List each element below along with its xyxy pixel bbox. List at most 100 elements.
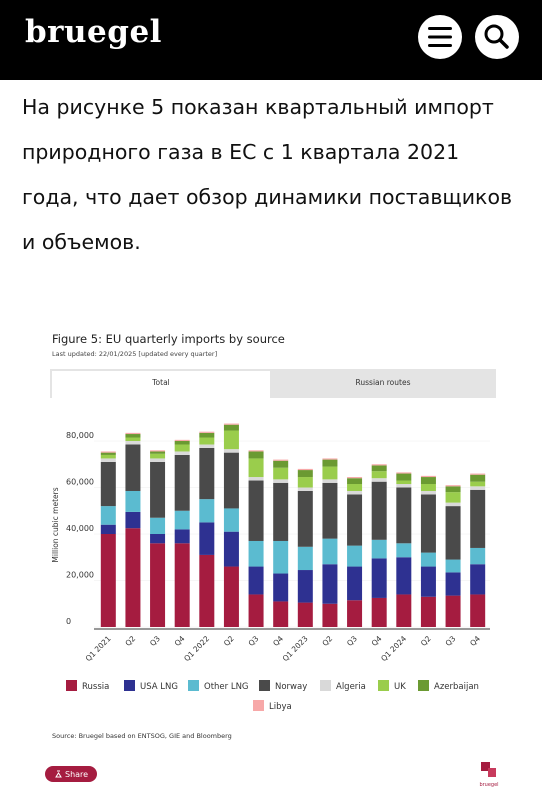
y-axis-label: Million cubic meters bbox=[51, 487, 60, 562]
legend-swatch bbox=[66, 680, 77, 691]
bar-segment bbox=[223, 508, 239, 532]
legend: Russia USA LNG Other LNG Norway Algeria UK Aze… bbox=[66, 680, 479, 712]
bar-segment bbox=[273, 601, 289, 627]
bar-segment bbox=[396, 472, 412, 474]
y-tick-label: 20,000 bbox=[66, 571, 94, 580]
bar-segment bbox=[445, 492, 461, 503]
bar-segment bbox=[174, 441, 190, 445]
y-tick-label: 40,000 bbox=[66, 524, 94, 533]
x-tick-label: Q3 bbox=[148, 634, 162, 648]
x-tick-label: Q4 bbox=[271, 634, 285, 648]
bar-segment bbox=[371, 481, 387, 540]
bar-segment bbox=[470, 564, 486, 595]
bar-segment bbox=[223, 566, 239, 627]
bar-segment bbox=[174, 444, 190, 452]
small-logo-text: bruegel bbox=[479, 782, 498, 788]
legend-label: Other LNG bbox=[204, 682, 249, 692]
legend-swatch bbox=[320, 680, 331, 691]
bar-segment bbox=[470, 473, 486, 475]
x-tick-label: Q4 bbox=[468, 634, 482, 648]
menu-button[interactable] bbox=[418, 15, 462, 59]
bar-segment bbox=[347, 478, 363, 485]
bar-segment bbox=[248, 566, 264, 595]
tab[interactable]: Total bbox=[151, 378, 170, 387]
search-button[interactable] bbox=[475, 15, 519, 59]
bar-segment bbox=[347, 494, 363, 546]
bar-segment bbox=[273, 540, 289, 574]
bar-segment bbox=[297, 602, 313, 627]
bar-segment bbox=[248, 594, 264, 627]
bar-segment bbox=[297, 487, 313, 491]
bar-segment bbox=[150, 543, 166, 627]
bar-segment bbox=[125, 528, 141, 627]
bar-segment bbox=[125, 511, 141, 529]
x-tick-label: Q3 bbox=[444, 634, 458, 648]
share-label[interactable]: Share bbox=[65, 770, 88, 779]
bar-segment bbox=[322, 482, 338, 539]
source: Source: Bruegel based on ENTSOG, GIE and… bbox=[52, 732, 232, 740]
bar-segment bbox=[420, 490, 436, 495]
bar-segment bbox=[223, 423, 239, 425]
legend-swatch bbox=[188, 680, 199, 691]
share-button[interactable]: Share bbox=[45, 766, 97, 782]
bar-segment bbox=[371, 465, 387, 472]
bar-segment bbox=[420, 475, 436, 478]
y-tick-label: 80,000 bbox=[66, 431, 94, 440]
bar-segment bbox=[347, 484, 363, 491]
legend-swatch bbox=[124, 680, 135, 691]
bar-segment bbox=[199, 432, 215, 438]
bar-segment bbox=[347, 566, 363, 601]
bar-segment bbox=[174, 451, 190, 455]
bar-segment bbox=[420, 566, 436, 597]
tab-active[interactable] bbox=[52, 371, 270, 398]
bar-segment bbox=[174, 454, 190, 511]
y-tick-label: 0 bbox=[66, 617, 71, 626]
bar-segment bbox=[470, 474, 486, 482]
bar-segment bbox=[396, 484, 412, 488]
bar-segment bbox=[445, 486, 461, 493]
bar-segment bbox=[297, 546, 313, 571]
tab[interactable]: Russian routes bbox=[356, 378, 411, 387]
legend-label: Algeria bbox=[336, 682, 366, 692]
bar-segment bbox=[445, 572, 461, 596]
bar-segment bbox=[322, 479, 338, 483]
bar-segment bbox=[420, 552, 436, 567]
bar-segment bbox=[445, 559, 461, 573]
bar-segment bbox=[125, 441, 141, 445]
bar-segment bbox=[100, 461, 116, 507]
x-tick-label: Q1 2022 bbox=[182, 634, 211, 663]
legend-label: Libya bbox=[269, 702, 292, 712]
bar-segment bbox=[371, 464, 387, 466]
bar-segment bbox=[273, 460, 289, 468]
bar-segment bbox=[100, 454, 116, 459]
bar-segment bbox=[174, 529, 190, 544]
bar-segment bbox=[322, 538, 338, 565]
x-tick-label: Q4 bbox=[370, 634, 384, 648]
bar-segment bbox=[322, 458, 338, 460]
bar-segment bbox=[150, 461, 166, 518]
bar-segment bbox=[223, 449, 239, 453]
bar-segment bbox=[125, 434, 141, 438]
bar-segment bbox=[273, 482, 289, 541]
bar-segment bbox=[420, 484, 436, 491]
bar-segment bbox=[322, 466, 338, 480]
bar-segment bbox=[347, 600, 363, 627]
legend-swatch bbox=[253, 700, 264, 711]
legend-label: USA LNG bbox=[140, 682, 178, 692]
bar-segment bbox=[150, 450, 166, 452]
bar-segment bbox=[100, 524, 116, 534]
bar-segment bbox=[248, 450, 264, 452]
bar-segment bbox=[150, 458, 166, 462]
bar-segment bbox=[174, 510, 190, 530]
bar-segment bbox=[297, 477, 313, 488]
bar-segment bbox=[445, 595, 461, 627]
bar-segment bbox=[199, 499, 215, 523]
bar-segment bbox=[100, 506, 116, 525]
bar-segment bbox=[125, 432, 141, 435]
bar-segment bbox=[396, 557, 412, 595]
bar-segment bbox=[273, 573, 289, 602]
bar-segment bbox=[396, 487, 412, 544]
logo[interactable]: bruegel bbox=[25, 14, 162, 50]
